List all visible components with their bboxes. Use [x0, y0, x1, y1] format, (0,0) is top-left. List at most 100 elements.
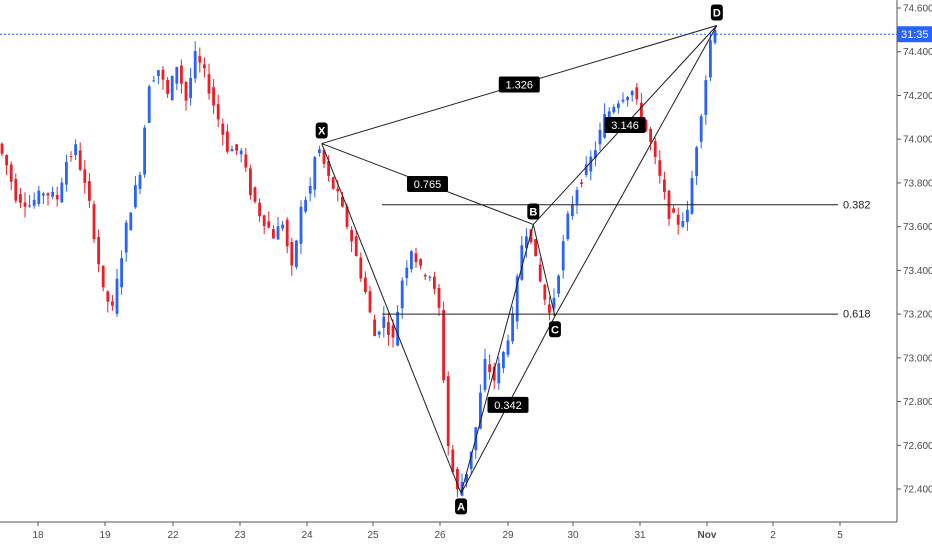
time-tick-label: 26	[434, 530, 446, 541]
candle-body	[308, 185, 312, 194]
candle-body	[699, 116, 703, 142]
candle-body	[14, 179, 18, 201]
candle-body	[557, 275, 560, 294]
candle-body	[235, 144, 238, 151]
current-price-badge: 31:35	[0, 26, 932, 43]
ratio-label: 1.326	[506, 80, 534, 92]
ratio-tag	[407, 176, 448, 193]
ratio-label: 0.342	[494, 400, 522, 412]
candle-body	[258, 202, 261, 217]
candle-body	[364, 277, 367, 292]
candle-body	[262, 215, 266, 226]
candle-body	[249, 168, 252, 196]
candle-body	[0, 143, 4, 154]
candle-body	[147, 86, 151, 123]
candle-body	[23, 202, 27, 207]
candle-body	[686, 209, 689, 223]
candle-body	[42, 193, 45, 196]
candle-body	[350, 230, 353, 242]
candle-body	[106, 291, 110, 302]
candle-body	[322, 149, 326, 164]
candle-body	[552, 298, 556, 309]
candle-body	[276, 226, 280, 240]
candle-body	[285, 219, 289, 247]
point-label: C	[551, 324, 559, 336]
candle-body	[377, 331, 381, 335]
price-axis[interactable]: 74.600 74.400 74.200 74.000 73.800 73.600 73.4…	[897, 4, 932, 496]
candle-body	[161, 69, 165, 80]
candle-body	[157, 70, 160, 77]
candle-body	[170, 75, 174, 101]
ratio-tag	[487, 396, 529, 413]
candle-body	[479, 392, 482, 429]
candle-body	[180, 65, 183, 84]
candle-body	[359, 257, 363, 279]
candle-body	[115, 278, 119, 314]
candle-body	[304, 199, 307, 212]
candle-body	[506, 340, 510, 355]
time-tick-label: 29	[502, 530, 514, 541]
candle-body	[101, 265, 105, 288]
time-tick-label: 30	[567, 530, 579, 541]
candle-body	[143, 127, 146, 175]
candle-body	[221, 123, 225, 135]
candle-body	[534, 239, 537, 257]
candle-body	[437, 287, 441, 308]
candle-body	[543, 284, 547, 300]
price-tick-label: 74.000	[903, 135, 932, 146]
candle-body	[423, 274, 427, 277]
candle-body	[193, 50, 197, 79]
candle-body	[74, 144, 77, 156]
price-tick-label: 74.600	[903, 4, 932, 15]
candle-body	[580, 182, 583, 184]
candle-body	[525, 236, 528, 249]
candle-body	[709, 40, 712, 78]
candle-body	[69, 156, 73, 158]
time-tick-label: 5	[837, 530, 843, 541]
candle-body	[428, 276, 432, 278]
price-tick-label: 73.800	[903, 178, 932, 189]
candle-body	[272, 229, 275, 239]
candle-body	[465, 473, 468, 483]
candle-body	[566, 213, 570, 240]
candle-body	[575, 190, 579, 204]
point-label: D	[713, 7, 721, 19]
candle-body	[267, 221, 271, 228]
ratio-tag	[498, 76, 540, 93]
candle-body	[621, 99, 625, 102]
candle-body	[410, 251, 413, 270]
candle-body	[166, 79, 169, 94]
candle-body	[391, 325, 395, 338]
candle-body	[644, 120, 648, 131]
candle-body	[37, 190, 41, 205]
candle-body	[515, 276, 519, 322]
pattern-leg	[321, 143, 462, 494]
fibonacci-levels: 0.382 0.618	[382, 199, 871, 321]
point-marker	[548, 321, 561, 338]
candle-body	[446, 376, 450, 447]
candle-body	[318, 149, 321, 154]
candle-body	[198, 56, 202, 63]
candle-body	[28, 205, 31, 207]
xabcd-pattern: 1.326 0.765 3.146 0.342 X A B C D	[315, 4, 723, 515]
time-tick-label: 23	[234, 530, 246, 541]
candle-body	[327, 160, 330, 176]
candle-body	[451, 449, 455, 473]
candle-body	[336, 188, 340, 192]
candle-body	[19, 194, 22, 203]
candle-body	[281, 224, 284, 229]
candle-body	[51, 191, 54, 197]
candle-body	[290, 242, 294, 266]
candle-body	[405, 267, 409, 279]
pattern-leg	[554, 25, 718, 317]
candle-body	[483, 358, 487, 390]
time-tick-label: Nov	[698, 530, 717, 541]
time-axis[interactable]: 18 19 22 23 24 25 26 29 30 31 Nov 2 5	[32, 522, 843, 541]
time-tick-label: 24	[301, 530, 313, 541]
candle-body	[640, 102, 643, 122]
candle-body	[373, 319, 376, 337]
candle-body	[695, 147, 698, 176]
candle-body	[175, 66, 179, 84]
